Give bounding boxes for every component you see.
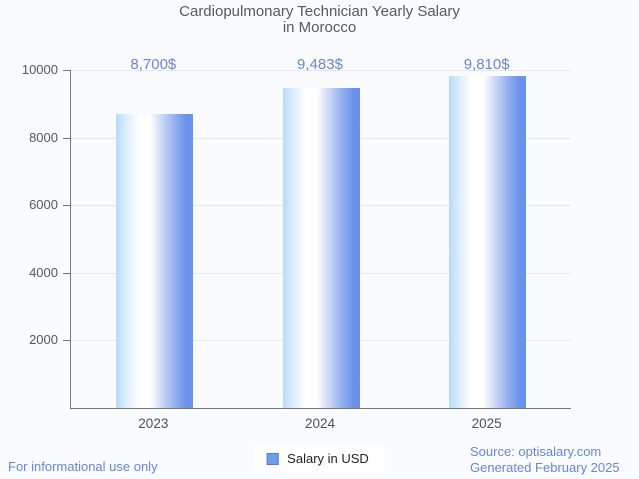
x-tick-label-2024: 2024 [304,416,336,431]
x-tick-label-2025: 2025 [471,416,502,431]
x-tick-label-2023: 2023 [138,416,169,431]
bar-2023[interactable] [115,113,193,408]
y-tick-mark [63,340,70,341]
y-tick-mark [63,273,70,274]
y-tick-label: 8000 [29,130,58,145]
value-label-2025: 9,810$ [463,56,510,73]
chart-title: Cardiopulmonary Technician Yearly Salary… [0,4,639,36]
y-tick-mark [63,138,70,139]
legend-swatch-icon [266,452,279,465]
value-label-2024: 9,483$ [297,56,343,73]
source-block: Source: optisalary.com Generated Februar… [470,444,620,476]
generated-date: Generated February 2025 [470,460,620,475]
value-label-2023: 8,700$ [130,56,177,73]
bar-2024[interactable] [282,87,360,408]
source-link[interactable]: Source: optisalary.com [470,444,602,459]
legend-label: Salary in USD [287,451,369,466]
y-tick-label: 4000 [29,265,58,280]
y-tick-mark [63,70,70,71]
y-tick-mark [63,205,70,206]
chart-title-line1: Cardiopulmonary Technician Yearly Salary [179,3,460,20]
y-tick-label: 10000 [21,62,58,77]
y-tick-label: 2000 [29,332,58,347]
bar-2025[interactable] [449,76,527,408]
chart-title-line2: in Morocco [282,19,357,36]
legend: Salary in USD [254,445,385,472]
y-tick-label: 6000 [29,197,58,212]
plot-area [70,70,571,409]
gridline [71,70,571,71]
disclaimer-text: For informational use only [8,459,158,474]
